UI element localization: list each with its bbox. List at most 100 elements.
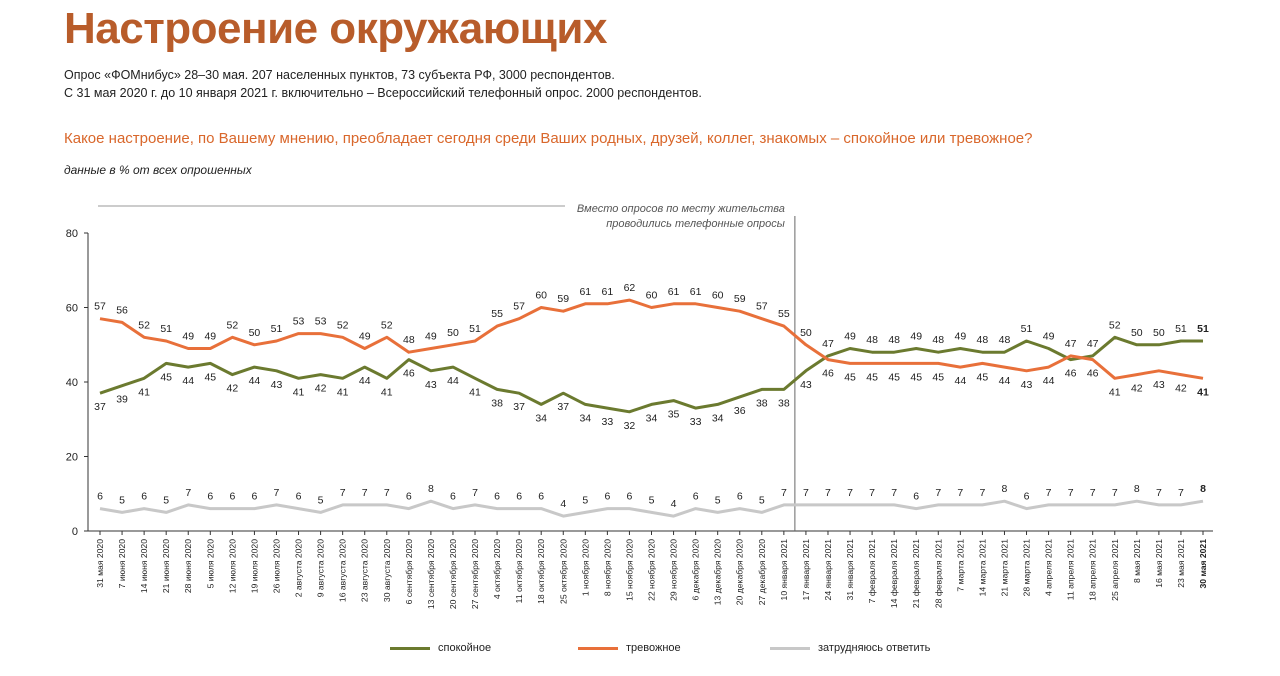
x-tick-label: 30 августа 2020 [382,539,392,602]
data-label: 6 [516,491,522,503]
x-tick-label: 30 мая 2021 [1198,539,1208,589]
data-label: 37 [557,401,569,413]
data-label: 50 [800,327,812,339]
data-label: 7 [274,487,280,499]
series-line-2 [99,298,1204,380]
x-tick-label: 13 сентября 2020 [426,539,436,609]
data-label: 7 [957,487,963,499]
data-label: 48 [403,334,415,346]
data-label: 42 [1175,383,1187,395]
x-tick-label: 8 ноября 2020 [602,539,612,596]
data-label: 46 [1065,368,1077,380]
data-label: 35 [668,409,680,421]
data-label: 8 [1134,483,1140,495]
data-label: 45 [160,371,172,383]
data-label: 47 [1065,338,1077,350]
data-label: 52 [227,319,239,331]
data-label: 6 [913,491,919,503]
data-label: 6 [693,491,699,503]
x-tick-label: 21 марта 2021 [999,539,1009,597]
data-label: 6 [229,491,235,503]
data-label: 7 [781,487,787,499]
data-label: 49 [425,330,437,342]
data-label: 7 [1046,487,1052,499]
data-label: 34 [579,412,591,424]
data-label: 8 [1002,483,1008,495]
x-tick-label: 23 августа 2020 [360,539,370,602]
y-tick-label: 40 [66,377,78,389]
data-label: 48 [932,334,944,346]
data-label: 55 [491,308,503,320]
data-label: 5 [163,494,169,506]
data-label: 7 [847,487,853,499]
x-tick-label: 25 апреля 2021 [1110,539,1120,601]
data-label: 52 [381,319,393,331]
data-label: 41 [1109,386,1121,398]
legend-item: затрудняюсь ответить [770,642,930,654]
data-label: 53 [293,316,305,328]
data-label: 50 [1131,327,1143,339]
data-label: 45 [844,371,856,383]
x-tick-label: 26 июля 2020 [271,539,281,593]
data-label: 59 [557,293,569,305]
data-label: 7 [362,487,368,499]
data-label: 42 [315,383,327,395]
y-tick-label: 80 [66,228,78,240]
x-tick-label: 21 февраля 2021 [911,539,921,608]
data-label: 6 [251,491,257,503]
data-label: 44 [954,375,966,387]
data-label: 38 [756,397,768,409]
data-label: 6 [406,491,412,503]
data-label: 41 [293,386,305,398]
data-label: 51 [160,323,172,335]
data-label: 34 [535,412,547,424]
data-label: 44 [1043,375,1055,387]
x-tick-label: 22 ноября 2020 [647,539,657,601]
x-tick-label: 6 сентября 2020 [404,539,414,605]
y-tick-label: 0 [72,526,78,538]
data-label: 61 [579,286,591,298]
data-label: 45 [910,371,922,383]
data-label: 62 [624,282,636,294]
legend-swatch [770,646,810,650]
data-label: 51 [1175,323,1187,335]
annotation-text: проводились телефонные опросы [606,218,785,230]
x-tick-label: 18 апреля 2021 [1088,539,1098,601]
data-label: 52 [1109,319,1121,331]
data-label: 7 [935,487,941,499]
x-tick-label: 21 июня 2020 [161,539,171,593]
data-label: 57 [94,301,106,313]
data-label: 42 [1131,383,1143,395]
data-label: 51 [1197,323,1209,335]
data-label: 48 [999,334,1011,346]
data-label: 44 [359,375,371,387]
data-label: 49 [182,330,194,342]
data-label: 7 [384,487,390,499]
x-tick-label: 29 ноября 2020 [669,539,679,601]
data-label: 5 [759,494,765,506]
data-label: 6 [627,491,633,503]
x-tick-label: 28 февраля 2021 [933,539,943,608]
data-label: 49 [954,330,966,342]
legend-item: спокойное [390,642,491,654]
survey-info-line-1: Опрос «ФОМнибус» 28–30 мая. 207 населенн… [64,68,615,82]
x-tick-label: 4 октября 2020 [492,539,502,599]
data-label: 6 [207,491,213,503]
data-label: 6 [1024,491,1030,503]
data-label: 6 [97,491,103,503]
x-tick-label: 20 декабря 2020 [735,539,745,605]
x-tick-label: 27 сентября 2020 [470,539,480,609]
data-label: 61 [668,286,680,298]
x-tick-label: 31 января 2021 [845,539,855,601]
x-tick-label: 17 января 2021 [801,539,811,601]
data-label: 39 [116,394,128,406]
data-label: 6 [494,491,500,503]
data-label: 7 [185,487,191,499]
units-note: данные в % от всех опрошенных [64,163,252,177]
data-label: 6 [141,491,147,503]
x-tick-label: 8 мая 2021 [1132,539,1142,583]
data-label: 8 [1200,483,1206,495]
page-title: Настроение окружающих [64,4,607,53]
data-label: 5 [649,494,655,506]
data-label: 45 [866,371,878,383]
